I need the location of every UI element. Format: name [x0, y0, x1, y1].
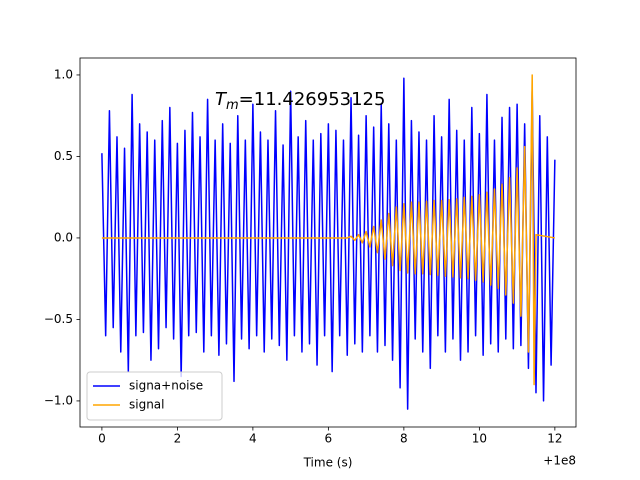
y-tick-label: 0.0 [54, 230, 73, 244]
y-tick-label: 0.5 [54, 149, 73, 163]
annotation-text: =11.426953125 [239, 89, 386, 110]
legend-label: signal [129, 398, 165, 412]
x-offset-label: +1e8 [543, 454, 576, 468]
legend-box [86, 371, 223, 421]
y-tick-label: −1.0 [44, 393, 73, 407]
x-tick-label: 6 [325, 432, 333, 446]
y-tick-label: −0.5 [44, 312, 73, 326]
x-tick-label: 8 [400, 432, 408, 446]
x-tick-label: 2 [174, 432, 182, 446]
annotation-symbol: T [215, 89, 228, 110]
y-tick-label: 1.0 [54, 67, 73, 81]
legend-label: signa+noise [129, 379, 203, 393]
x-tick-label: 12 [547, 432, 562, 446]
series-line [101, 77, 556, 410]
x-axis-label: Time (s) [303, 456, 353, 470]
x-tick-label: 10 [472, 432, 487, 446]
annotation: Tm=11.426953125 [215, 89, 385, 113]
x-tick-label: 0 [98, 432, 106, 446]
annotation-subscript: m [226, 98, 239, 113]
x-tick-label: 4 [249, 432, 257, 446]
series-line [101, 74, 555, 386]
